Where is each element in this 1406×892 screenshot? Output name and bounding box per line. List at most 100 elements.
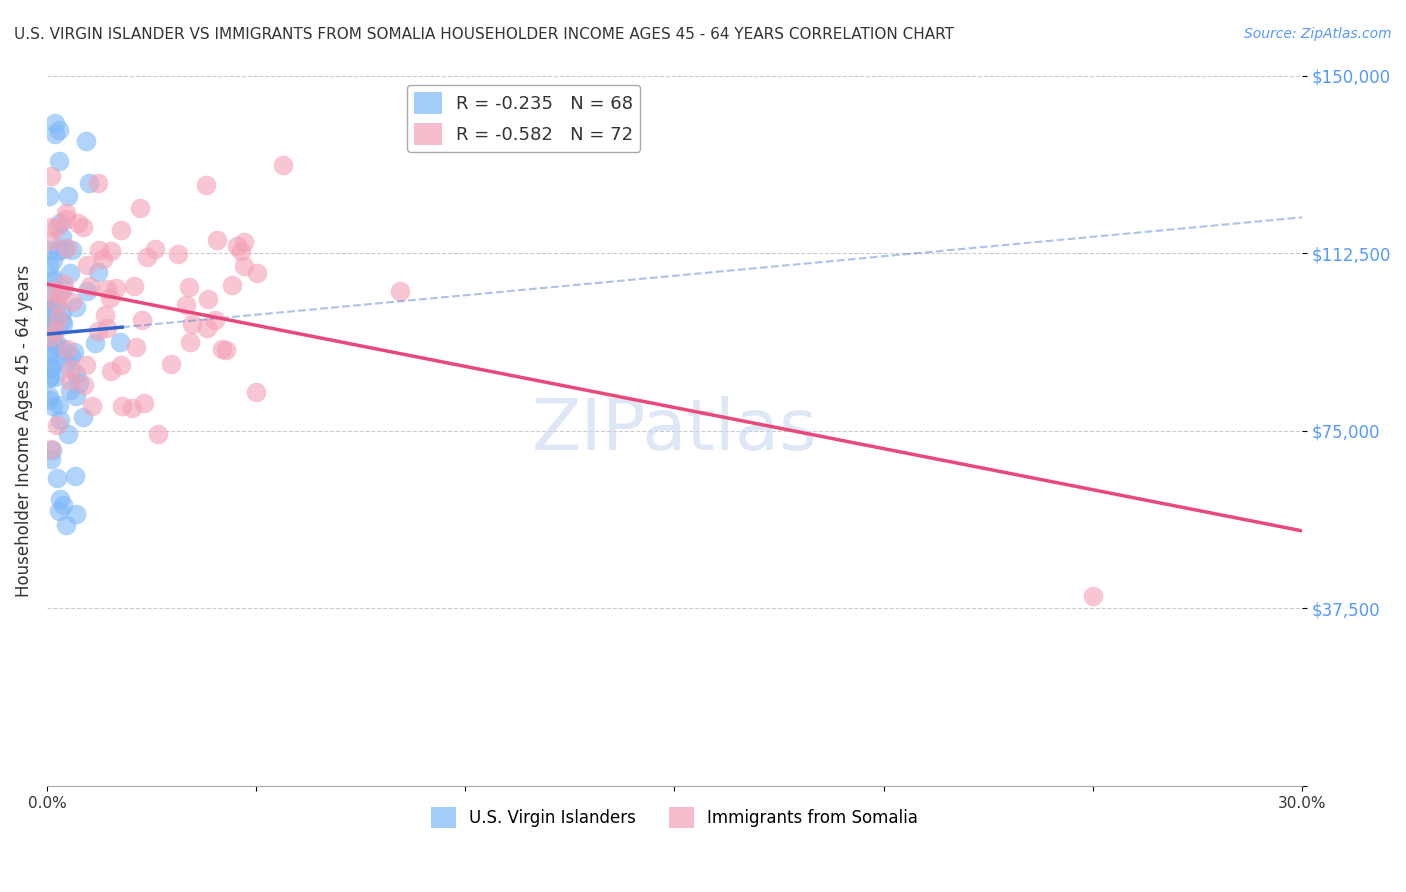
Immigrants from Somalia (39, 169, 62, 184)
Immigrants from Somalia (181, 317, 204, 331)
U.S. Virgin Islanders (39, 343, 62, 357)
Immigrants from Somalia (159, 358, 181, 372)
Legend: U.S. Virgin Islanders, Immigrants from Somalia: U.S. Virgin Islanders, Immigrants from S… (423, 801, 925, 834)
Immigrants from Somalia (233, 235, 256, 250)
U.S. Virgin Islanders (58, 426, 80, 441)
U.S. Virgin Islanders (63, 345, 86, 359)
Immigrants from Somalia (82, 399, 104, 413)
Immigrants from Somalia (59, 374, 82, 388)
Immigrants from Somalia (131, 313, 153, 327)
Immigrants from Somalia (56, 241, 79, 255)
Immigrants from Somalia (100, 244, 122, 258)
Immigrants from Somalia (389, 284, 412, 298)
U.S. Virgin Islanders (48, 504, 70, 518)
U.S. Virgin Islanders (52, 498, 75, 512)
U.S. Virgin Islanders (52, 282, 75, 296)
U.S. Virgin Islanders (44, 116, 66, 130)
U.S. Virgin Islanders (44, 337, 66, 351)
Immigrants from Somalia (195, 321, 218, 335)
Immigrants from Somalia (48, 311, 70, 326)
U.S. Virgin Islanders (53, 242, 76, 256)
Immigrants from Somalia (245, 384, 267, 399)
Immigrants from Somalia (273, 158, 295, 172)
Immigrants from Somalia (197, 292, 219, 306)
U.S. Virgin Islanders (38, 188, 60, 202)
Immigrants from Somalia (56, 342, 79, 356)
Immigrants from Somalia (60, 361, 83, 376)
Immigrants from Somalia (132, 396, 155, 410)
Immigrants from Somalia (46, 296, 69, 310)
Immigrants from Somalia (87, 324, 110, 338)
U.S. Virgin Islanders (51, 314, 73, 328)
Immigrants from Somalia (129, 202, 152, 216)
Immigrants from Somalia (226, 239, 249, 253)
Immigrants from Somalia (72, 378, 94, 392)
U.S. Virgin Islanders (42, 275, 65, 289)
Immigrants from Somalia (79, 279, 101, 293)
Immigrants from Somalia (39, 442, 62, 457)
U.S. Virgin Islanders (65, 508, 87, 522)
U.S. Virgin Islanders (67, 376, 90, 390)
Immigrants from Somalia (39, 219, 62, 234)
U.S. Virgin Islanders (84, 336, 107, 351)
U.S. Virgin Islanders (48, 244, 70, 259)
Immigrants from Somalia (52, 277, 75, 291)
Immigrants from Somalia (246, 266, 269, 280)
Immigrants from Somalia (55, 206, 77, 220)
Immigrants from Somalia (177, 280, 200, 294)
Immigrants from Somalia (1081, 590, 1104, 604)
U.S. Virgin Islanders (49, 492, 72, 507)
U.S. Virgin Islanders (52, 317, 75, 331)
U.S. Virgin Islanders (42, 271, 65, 285)
Immigrants from Somalia (194, 178, 217, 193)
Immigrants from Somalia (39, 330, 62, 344)
U.S. Virgin Islanders (38, 392, 60, 407)
U.S. Virgin Islanders (87, 265, 110, 279)
U.S. Virgin Islanders (39, 451, 62, 466)
U.S. Virgin Islanders (65, 367, 87, 381)
U.S. Virgin Islanders (51, 229, 73, 244)
Immigrants from Somalia (75, 358, 97, 372)
U.S. Virgin Islanders (41, 443, 63, 458)
Immigrants from Somalia (39, 235, 62, 249)
Immigrants from Somalia (72, 219, 94, 234)
Immigrants from Somalia (60, 295, 83, 310)
Immigrants from Somalia (121, 401, 143, 416)
U.S. Virgin Islanders (49, 413, 72, 427)
Y-axis label: Householder Income Ages 45 - 64 years: Householder Income Ages 45 - 64 years (15, 265, 32, 597)
Immigrants from Somalia (135, 250, 157, 264)
Immigrants from Somalia (46, 417, 69, 432)
U.S. Virgin Islanders (63, 468, 86, 483)
U.S. Virgin Islanders (59, 266, 82, 280)
Immigrants from Somalia (41, 285, 63, 299)
Immigrants from Somalia (66, 217, 89, 231)
Immigrants from Somalia (221, 278, 243, 293)
U.S. Virgin Islanders (44, 357, 66, 371)
Immigrants from Somalia (148, 426, 170, 441)
Immigrants from Somalia (110, 359, 132, 373)
U.S. Virgin Islanders (39, 361, 62, 376)
Immigrants from Somalia (211, 342, 233, 356)
U.S. Virgin Islanders (48, 398, 70, 412)
U.S. Virgin Islanders (38, 389, 60, 403)
U.S. Virgin Islanders (45, 337, 67, 351)
U.S. Virgin Islanders (39, 302, 62, 317)
Immigrants from Somalia (122, 278, 145, 293)
Immigrants from Somalia (176, 298, 198, 312)
U.S. Virgin Islanders (59, 384, 82, 398)
U.S. Virgin Islanders (60, 243, 83, 257)
Text: Source: ZipAtlas.com: Source: ZipAtlas.com (1244, 27, 1392, 41)
U.S. Virgin Islanders (75, 135, 97, 149)
Immigrants from Somalia (231, 244, 253, 259)
U.S. Virgin Islanders (56, 188, 79, 202)
U.S. Virgin Islanders (51, 305, 73, 319)
Immigrants from Somalia (89, 243, 111, 257)
U.S. Virgin Islanders (38, 260, 60, 274)
U.S. Virgin Islanders (76, 285, 98, 299)
U.S. Virgin Islanders (38, 319, 60, 334)
Immigrants from Somalia (76, 259, 98, 273)
U.S. Virgin Islanders (38, 243, 60, 257)
U.S. Virgin Islanders (42, 307, 65, 321)
U.S. Virgin Islanders (44, 369, 66, 384)
Text: ZIPatlas: ZIPatlas (531, 396, 817, 465)
